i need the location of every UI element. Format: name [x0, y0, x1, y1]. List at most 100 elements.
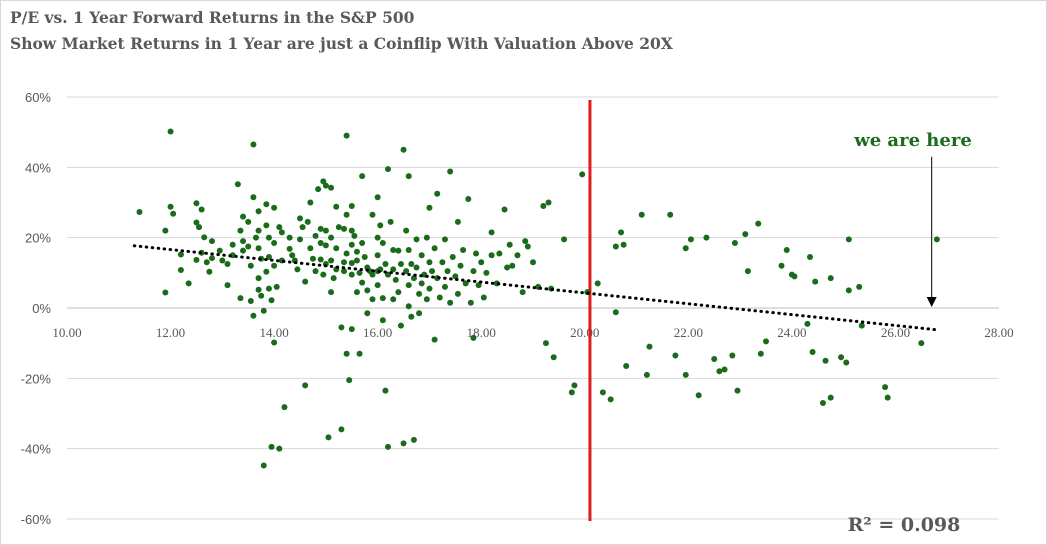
data-point — [338, 426, 345, 433]
data-point — [385, 443, 392, 450]
data-point — [265, 234, 272, 241]
data-point — [359, 279, 366, 286]
data-point — [918, 340, 925, 347]
data-point — [405, 246, 412, 253]
y-tick-label: -20% — [21, 371, 52, 386]
data-point — [667, 211, 674, 218]
data-point — [369, 271, 376, 278]
data-point — [483, 269, 490, 276]
annotation-arrowhead — [926, 297, 937, 307]
y-tick-label: 20% — [25, 231, 51, 246]
data-point — [193, 256, 200, 263]
data-point — [387, 218, 394, 225]
data-point — [638, 211, 645, 218]
data-point — [307, 199, 314, 206]
data-point — [351, 232, 358, 239]
data-point — [620, 241, 627, 248]
data-point — [410, 436, 417, 443]
data-point — [359, 173, 366, 180]
data-point — [330, 275, 337, 282]
data-point — [240, 213, 247, 220]
data-point — [317, 239, 324, 246]
data-point — [203, 259, 210, 266]
data-point — [488, 229, 495, 236]
data-point — [568, 389, 575, 396]
data-point — [263, 201, 270, 208]
data-point — [289, 252, 296, 259]
data-point — [348, 203, 355, 210]
data-point — [540, 203, 547, 210]
data-point — [480, 294, 487, 301]
data-point — [682, 245, 689, 252]
data-point — [224, 261, 231, 268]
data-point — [271, 262, 278, 269]
data-point — [208, 238, 215, 245]
data-point — [177, 267, 184, 274]
x-tick-label: 10.00 — [52, 325, 81, 340]
data-point — [343, 250, 350, 257]
data-point — [315, 186, 322, 193]
data-point — [258, 292, 265, 299]
data-point — [338, 324, 345, 331]
data-point — [822, 357, 829, 364]
data-point — [364, 287, 371, 294]
data-point — [742, 231, 749, 238]
data-point — [252, 234, 259, 241]
data-point — [711, 355, 718, 362]
data-point — [341, 268, 348, 275]
data-point — [467, 299, 474, 306]
y-tick-label: 40% — [25, 160, 51, 175]
data-point — [317, 256, 324, 263]
data-point — [353, 289, 360, 296]
data-point — [423, 296, 430, 303]
data-point — [561, 236, 568, 243]
data-point — [341, 259, 348, 266]
data-point — [721, 366, 728, 373]
r-squared-label: R² = 0.098 — [848, 514, 961, 536]
data-point — [162, 227, 169, 234]
data-point — [333, 245, 340, 252]
data-point — [550, 354, 557, 361]
data-point — [478, 259, 485, 266]
data-point — [594, 280, 601, 287]
data-point — [361, 254, 368, 261]
data-point — [379, 295, 386, 302]
data-point — [804, 320, 811, 327]
data-point — [731, 239, 738, 246]
data-point — [418, 252, 425, 259]
data-point — [431, 336, 438, 343]
data-point — [193, 219, 200, 226]
data-point — [504, 264, 511, 271]
data-point — [240, 238, 247, 245]
data-point — [403, 268, 410, 275]
data-point — [390, 246, 397, 253]
data-point — [755, 220, 762, 227]
data-point — [250, 312, 257, 319]
data-point — [237, 295, 244, 302]
x-tick-label: 26.00 — [881, 325, 910, 340]
data-point — [255, 208, 262, 215]
data-point — [473, 250, 480, 257]
data-point — [245, 243, 252, 250]
data-point — [208, 255, 215, 262]
data-point — [333, 203, 340, 210]
data-point — [843, 359, 850, 366]
data-point — [454, 290, 461, 297]
data-point — [416, 310, 423, 317]
x-tick-label: 28.00 — [984, 325, 1013, 340]
data-point — [260, 462, 267, 469]
data-point — [413, 264, 420, 271]
data-point — [392, 276, 399, 283]
data-point — [763, 338, 769, 345]
data-point — [320, 271, 327, 278]
x-tick-label: 24.00 — [777, 325, 806, 340]
data-point — [250, 194, 257, 201]
data-point — [385, 166, 392, 173]
data-point — [374, 282, 381, 289]
y-tick-label: 60% — [25, 90, 51, 105]
data-point — [449, 254, 456, 261]
x-tick-label: 14.00 — [259, 325, 288, 340]
data-point — [312, 268, 319, 275]
data-point — [325, 434, 332, 441]
